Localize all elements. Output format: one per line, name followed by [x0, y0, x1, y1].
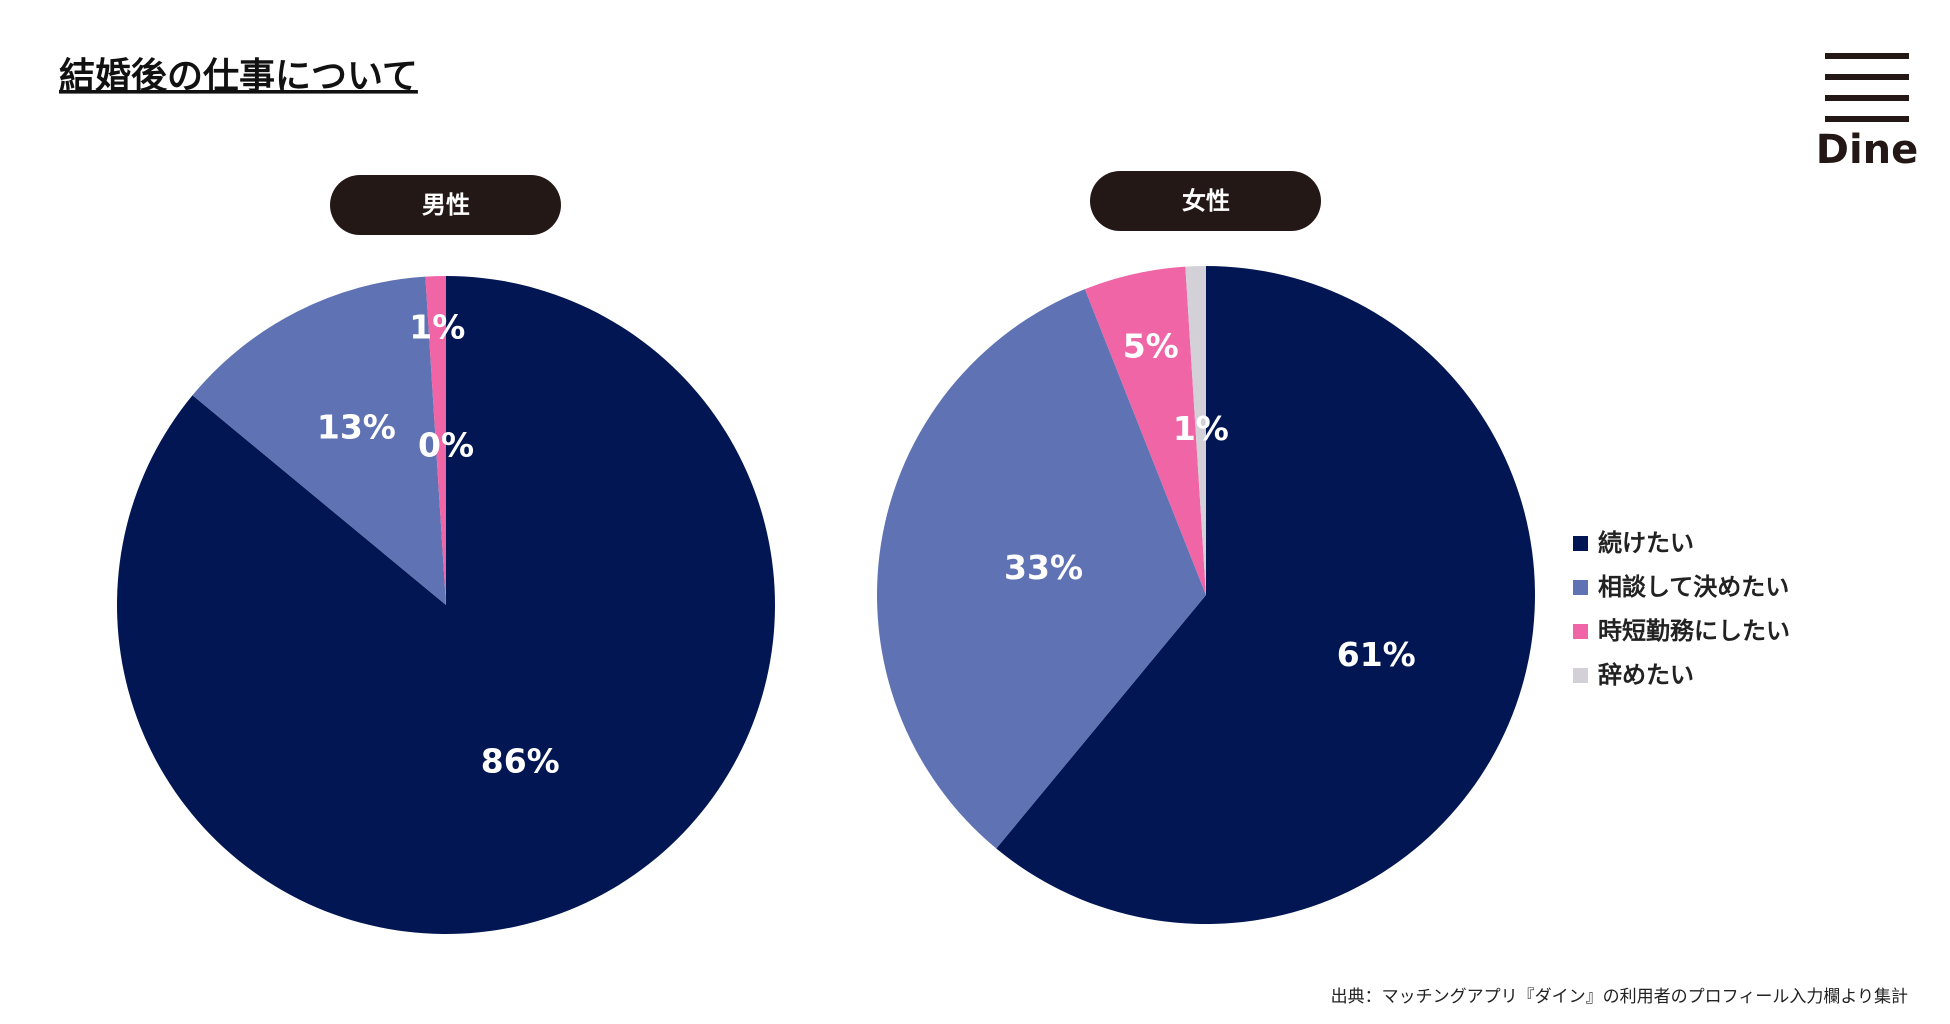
legend-swatch	[1573, 536, 1588, 551]
source-note: 出典：マッチングアプリ『ダイン』の利用者のプロフィール入力欄より集計	[1331, 987, 1908, 1007]
legend-label: 時短勤務にしたい	[1598, 617, 1790, 645]
legend-swatch	[1573, 668, 1588, 683]
data-label: 61%	[1337, 635, 1416, 674]
pie-slice	[996, 266, 1535, 924]
pie-title-pill	[330, 175, 561, 235]
data-label: 0%	[418, 426, 474, 465]
legend-label: 辞めたい	[1598, 661, 1694, 689]
pie-title: 女性	[1182, 187, 1230, 215]
data-label: 5%	[1123, 326, 1179, 365]
data-label: 1%	[1173, 409, 1229, 448]
pie-title: 男性	[422, 191, 470, 219]
data-label: 86%	[481, 741, 560, 780]
pie-title-pill	[1090, 171, 1321, 231]
logo-bar	[1825, 53, 1909, 59]
logo-bar	[1825, 116, 1909, 122]
pie-slice	[1185, 266, 1206, 595]
logo-text: Dine	[1816, 127, 1919, 173]
pie-slice	[425, 276, 446, 605]
legend-swatch	[1573, 580, 1588, 595]
pie-slice	[1084, 266, 1206, 595]
data-label: 13%	[317, 408, 396, 447]
pie-slice	[192, 276, 446, 605]
logo-bar	[1825, 95, 1909, 101]
logo-bar	[1825, 74, 1909, 80]
data-label: 33%	[1004, 548, 1083, 587]
legend-label: 続けたい	[1598, 529, 1694, 557]
legend-swatch	[1573, 624, 1588, 639]
data-label: 1%	[409, 307, 465, 346]
legend-label: 相談して決めたい	[1598, 573, 1789, 601]
page-title: 結婚後の仕事について	[59, 56, 418, 97]
pie-slice	[116, 276, 775, 934]
pie-slice	[877, 289, 1206, 849]
